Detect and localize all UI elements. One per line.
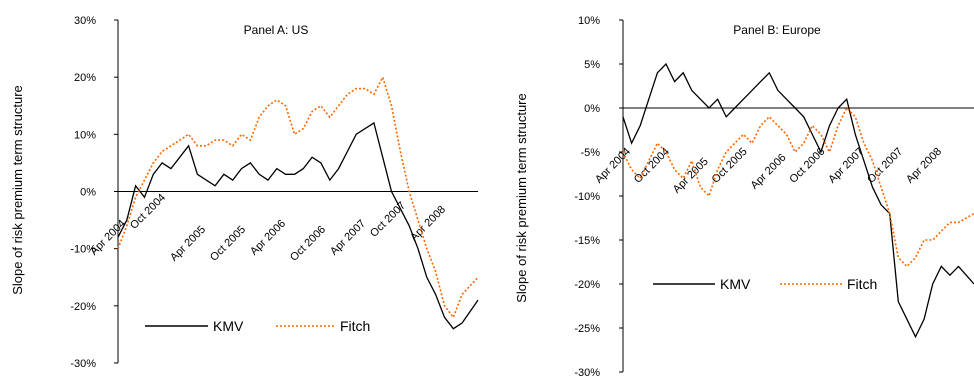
series-line-kmv xyxy=(117,121,479,330)
series-line-fitch xyxy=(117,75,479,319)
y-tick-label: 5% xyxy=(584,59,600,71)
legend-label-fitch: Fitch xyxy=(847,276,877,292)
y-axis-label: Slope of risk premium term structure xyxy=(10,85,25,295)
panel-b-europe: Panel B: Europe Slope of risk premium ter… xyxy=(514,15,974,378)
y-axis-label: Slope of risk premium term structure xyxy=(514,93,529,303)
series-line-kmv xyxy=(622,62,974,339)
y-tick-label: -20% xyxy=(574,279,600,291)
legend-label-fitch: Fitch xyxy=(340,318,370,334)
y-tick-label: 10% xyxy=(74,129,96,141)
x-tick-label: Oct 2007 xyxy=(865,146,905,186)
chart-title: Panel A: US xyxy=(244,23,309,37)
y-tick-label: -20% xyxy=(70,301,96,313)
y-tick-label: 20% xyxy=(74,72,96,84)
x-tick-label: Apr 2008 xyxy=(904,146,944,186)
x-tick-label: Apr 2006 xyxy=(248,218,288,258)
x-tick-label: Apr 2006 xyxy=(749,152,789,192)
y-tick-label: 10% xyxy=(578,15,600,27)
x-tick-label: Oct 2006 xyxy=(288,224,328,264)
y-tick-label: -10% xyxy=(70,244,96,256)
x-tick-label: Oct 2004 xyxy=(128,192,168,232)
y-tick-label: -15% xyxy=(574,235,600,247)
panel-a-us: Panel A: US Slope of risk premium term st… xyxy=(10,15,479,370)
x-tick-label: Oct 2007 xyxy=(368,200,408,240)
y-tick-label: -30% xyxy=(70,358,96,370)
x-tick-label: Oct 2005 xyxy=(710,146,750,186)
x-tick-label: Apr 2005 xyxy=(168,224,208,264)
y-tick-label: -5% xyxy=(580,147,600,159)
y-tick-label: -25% xyxy=(574,323,600,335)
y-tick-label: -10% xyxy=(574,191,600,203)
legend-label-kmv: KMV xyxy=(213,318,244,334)
y-tick-label: -30% xyxy=(574,367,600,378)
y-tick-label: 30% xyxy=(74,15,96,27)
y-tick-label: 0% xyxy=(584,103,600,115)
x-tick-label: Oct 2005 xyxy=(208,224,248,264)
x-tick-label: Apr 2007 xyxy=(328,218,368,258)
y-tick-label: 0% xyxy=(80,187,96,199)
legend-label-kmv: KMV xyxy=(720,276,751,292)
x-tick-label: Apr 2004 xyxy=(88,218,128,258)
chart-title: Panel B: Europe xyxy=(733,23,821,37)
x-tick-label: Oct 2004 xyxy=(632,146,672,186)
